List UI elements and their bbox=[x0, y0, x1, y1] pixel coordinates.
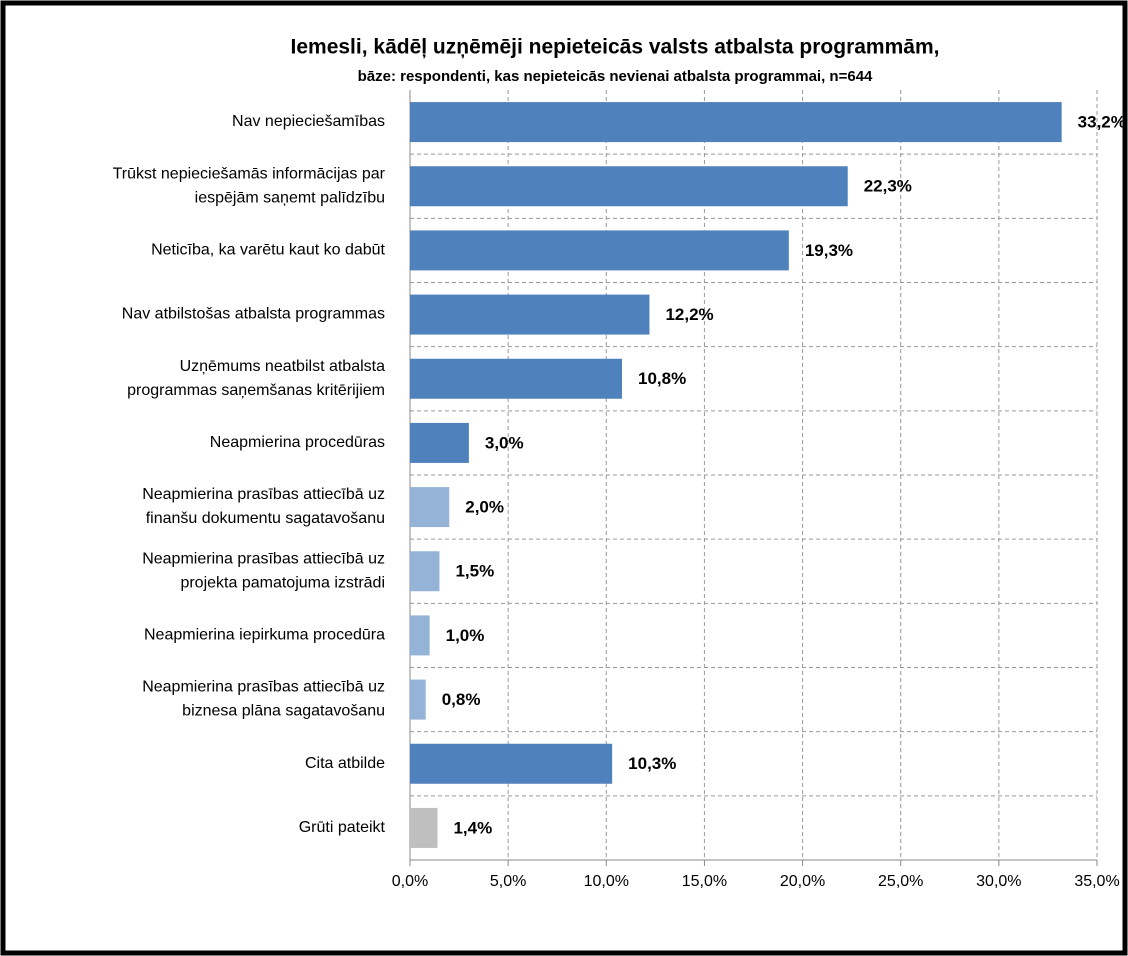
x-tick-label: 20,0% bbox=[780, 873, 825, 890]
y-tick-label: Trūkst nepieciešamās informācijas par ies… bbox=[113, 165, 386, 206]
bar bbox=[410, 615, 430, 656]
y-tick-label-line: Neticība, ka varētu kaut ko dabūt bbox=[151, 242, 385, 259]
value-label: 3,0% bbox=[485, 433, 524, 452]
bar bbox=[410, 422, 469, 463]
x-tick-label: 35,0% bbox=[1074, 873, 1119, 890]
y-tick-label: Uzņēmums neatbilst atbalsta programmas sa… bbox=[127, 358, 385, 399]
y-tick-label: Neapmierina prasības attiecībā uz projekt… bbox=[142, 550, 385, 591]
bar bbox=[410, 166, 848, 207]
y-tick-label: Neapmierina prasības attiecībā uz biznesa… bbox=[142, 679, 385, 720]
value-label: 33,2% bbox=[1078, 113, 1126, 132]
x-tick-label: 30,0% bbox=[976, 873, 1021, 890]
value-label: 1,5% bbox=[455, 562, 494, 581]
y-tick-label-line: Cita atbilde bbox=[305, 755, 385, 772]
y-tick-label-line: Trūkst nepieciešamās informācijas par bbox=[113, 165, 386, 182]
bar bbox=[410, 294, 650, 335]
y-tick-label: Grūti pateikt bbox=[299, 819, 386, 836]
y-tick-label-line: finanšu dokumentu sagatavošanu bbox=[146, 510, 385, 527]
chart-subtitle: bāze: respondenti, kas nepieteicās nevie… bbox=[358, 68, 873, 85]
y-tick-label-line: Neapmierina prasības attiecībā uz bbox=[142, 486, 385, 503]
y-tick-label-line: Neapmierina procedūras bbox=[210, 434, 385, 451]
y-tick-label-line: biznesa plāna sagatavošanu bbox=[182, 703, 385, 720]
bar bbox=[410, 807, 438, 848]
y-tick-label-line: Grūti pateikt bbox=[299, 819, 386, 836]
value-label: 10,8% bbox=[638, 369, 686, 388]
y-tick-label-line: projekta pamatojuma izstrādi bbox=[180, 574, 385, 591]
chart-title: Iemesli, kādēļ uzņēmēji nepieteicās vals… bbox=[291, 36, 940, 59]
bar bbox=[410, 679, 426, 720]
bar bbox=[410, 358, 622, 399]
y-tick-label-line: Neapmierina prasības attiecībā uz bbox=[142, 550, 385, 567]
y-tick-label-line: Uzņēmums neatbilst atbalsta bbox=[180, 358, 386, 375]
y-tick-label: Neapmierina iepirkuma procedūra bbox=[144, 627, 385, 644]
value-label: 10,3% bbox=[628, 754, 676, 773]
bar bbox=[410, 551, 440, 592]
y-tick-label: Nav atbilstošas atbalsta programmas bbox=[122, 306, 385, 323]
value-label: 2,0% bbox=[465, 498, 504, 517]
value-label: 19,3% bbox=[805, 241, 853, 260]
y-tick-label-line: iespējām saņemt palīdzību bbox=[195, 189, 385, 206]
y-tick-label-line: Nav nepieciešamības bbox=[232, 113, 385, 130]
y-tick-label: Neapmierina procedūras bbox=[210, 434, 385, 451]
y-tick-label-line: Nav atbilstošas atbalsta programmas bbox=[122, 306, 385, 323]
y-tick-label-line: programmas saņemšanas kritērijiem bbox=[127, 382, 385, 399]
y-tick-label-line: Neapmierina prasības attiecībā uz bbox=[142, 679, 385, 696]
x-tick-label: 5,0% bbox=[490, 873, 526, 890]
y-tick-label-line: Neapmierina iepirkuma procedūra bbox=[144, 627, 385, 644]
bar bbox=[410, 230, 789, 271]
bar bbox=[410, 743, 613, 784]
bar bbox=[410, 487, 450, 528]
bar bbox=[410, 102, 1062, 143]
y-tick-label: Cita atbilde bbox=[305, 755, 385, 772]
value-label: 12,2% bbox=[665, 305, 713, 324]
x-tick-label: 10,0% bbox=[584, 873, 629, 890]
value-label: 0,8% bbox=[442, 690, 481, 709]
y-tick-label: Neticība, ka varētu kaut ko dabūt bbox=[151, 242, 385, 259]
value-label: 1,4% bbox=[453, 818, 492, 837]
x-tick-label: 25,0% bbox=[878, 873, 923, 890]
y-tick-label: Nav nepieciešamības bbox=[232, 113, 385, 130]
value-label: 1,0% bbox=[446, 626, 485, 645]
x-tick-label: 15,0% bbox=[682, 873, 727, 890]
y-tick-label: Neapmierina prasības attiecībā uz finanšu… bbox=[142, 486, 385, 527]
value-label: 22,3% bbox=[864, 177, 912, 196]
x-tick-label: 0,0% bbox=[392, 873, 428, 890]
